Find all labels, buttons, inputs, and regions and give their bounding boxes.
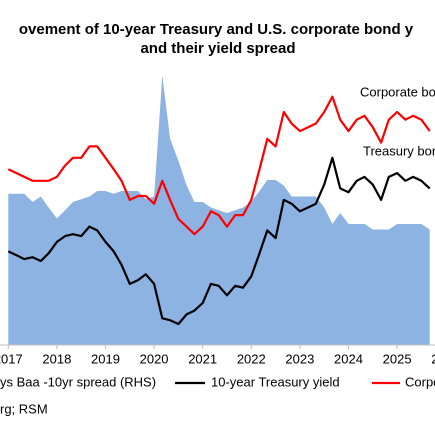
legend-label: 10-year Treasury yield (211, 374, 340, 389)
series-line (7, 95, 431, 236)
x-tick-label: 2018 (42, 351, 71, 366)
x-tick-label: 2023 (285, 351, 314, 366)
x-tick-label: 2026 (431, 351, 435, 366)
series-line (7, 156, 431, 326)
source: rg; RSM (0, 401, 48, 416)
x-tick-label: 2021 (188, 351, 217, 366)
annotation: Treasury bon (363, 143, 435, 158)
x-tick-label: 2022 (237, 351, 266, 366)
x-tick-label: 2024 (334, 351, 363, 366)
x-tick-label: 2019 (91, 351, 120, 366)
chart-subtitle: and their yield spread (140, 40, 295, 57)
x-tick-label: 2025 (383, 351, 412, 366)
x-tick-label: 2017 (0, 351, 23, 366)
spread-area (8, 75, 430, 345)
legend-label: Corpor (405, 374, 435, 389)
annotation: Corporate bon (360, 84, 435, 99)
legend-label: ys Baa -10yr spread (RHS) (0, 374, 156, 389)
x-tick-label: 2020 (140, 351, 169, 366)
chart-title: ovement of 10-year Treasury and U.S. cor… (19, 21, 414, 38)
